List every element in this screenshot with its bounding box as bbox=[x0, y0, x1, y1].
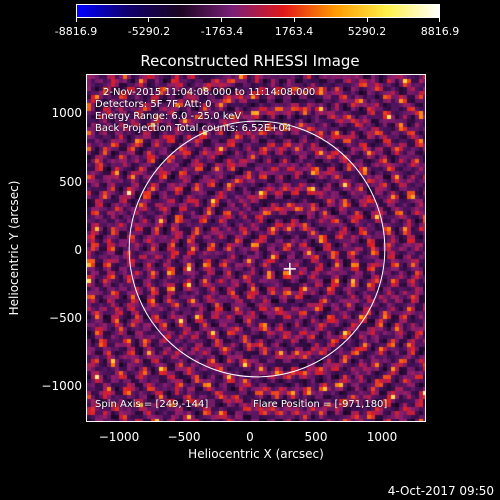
info-energy-range: Energy Range: 6.0 - 25.0 keV bbox=[95, 111, 242, 122]
image-title: Reconstructed RHESSI Image bbox=[140, 52, 360, 70]
y-tick-label: 500 bbox=[59, 175, 82, 189]
y-tick-label: 1000 bbox=[51, 106, 82, 120]
colorbar-tick bbox=[221, 18, 222, 22]
x-tick-label: 500 bbox=[304, 430, 328, 444]
colorbar-label: 8816.9 bbox=[420, 25, 460, 38]
x-tick-label: 1000 bbox=[366, 430, 398, 444]
solar-limb-circle bbox=[128, 120, 386, 378]
y-tick-label: 0 bbox=[74, 243, 82, 257]
colorbar-tick bbox=[148, 18, 149, 22]
colorbar-tick bbox=[439, 18, 440, 22]
colorbar-label: -8816.9 bbox=[54, 25, 98, 38]
heatmap-image[interactable] bbox=[87, 75, 425, 421]
colorbar-label: -5290.2 bbox=[127, 25, 171, 38]
colorbar-label: -1763.4 bbox=[200, 25, 244, 38]
colorbar-label: 5290.2 bbox=[347, 25, 387, 38]
colorbar bbox=[76, 4, 440, 18]
info-method-counts: Back Projection Total counts: 6.52E+04 bbox=[95, 123, 292, 134]
plot-overlay bbox=[128, 120, 386, 378]
info-detectors: Detectors: 5F 7F, Att: 0 bbox=[95, 99, 212, 110]
info-time-range: 2-Nov-2015 11:04:08.000 to 11:14:08.000 bbox=[103, 87, 316, 98]
x-tick-label: 0 bbox=[246, 430, 254, 444]
colorbar-tick bbox=[294, 18, 295, 22]
info-spin-axis: Spin Axis = [249,-144] bbox=[95, 399, 209, 410]
info-flare-position: Flare Position = [-971,180] bbox=[253, 399, 388, 410]
colorbar-label: 1763.4 bbox=[274, 25, 314, 38]
x-tick-label: −1000 bbox=[98, 430, 140, 444]
timestamp: 4-Oct-2017 09:50 bbox=[387, 484, 494, 498]
colorbar-tick bbox=[367, 18, 368, 22]
image-plot-area[interactable]: 2-Nov-2015 11:04:08.000 to 11:14:08.000 … bbox=[86, 74, 426, 422]
y-axis-label: Heliocentric Y (arcsec) bbox=[7, 180, 21, 316]
colorbar-tick bbox=[76, 18, 77, 22]
x-axis-label: Heliocentric X (arcsec) bbox=[188, 447, 324, 461]
x-tick-label: −500 bbox=[167, 430, 201, 444]
y-tick-label: −500 bbox=[49, 311, 82, 325]
y-tick-label: −1000 bbox=[41, 379, 82, 393]
